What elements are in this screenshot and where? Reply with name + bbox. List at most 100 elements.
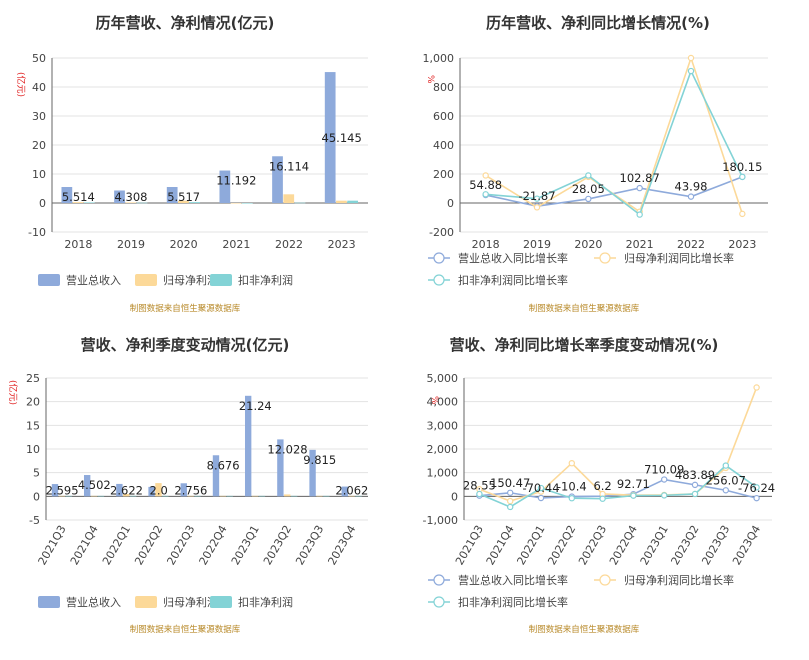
data-label: 54.88: [469, 178, 502, 192]
data-label: -10.4: [557, 480, 587, 494]
y-tick-label: 2,000: [427, 443, 459, 456]
y-tick-label: 10: [32, 168, 46, 181]
series-line: [485, 68, 744, 216]
series-point: [506, 503, 514, 511]
legend-marker: [599, 574, 611, 586]
bar: [309, 449, 316, 497]
bar: [162, 495, 169, 497]
chart-title: 营收、净利季度变动情况(亿元): [81, 336, 290, 354]
x-tick-label: 2022Q1: [515, 523, 548, 567]
series-point: [533, 204, 541, 211]
y-tick-label: 20: [26, 396, 40, 409]
legend: 营业总收入 归母净利润 扣非净利润: [38, 595, 293, 609]
source-note: 制图数据来自恒生聚源数据库: [130, 303, 241, 314]
legend-marker: [433, 596, 445, 608]
legend-swatch: [135, 596, 157, 608]
bar: [226, 495, 233, 497]
y-tick-label: 5: [33, 467, 40, 480]
series-point: [533, 195, 541, 202]
data-label: 5.517: [167, 190, 200, 204]
x-tick-label: 2022: [275, 238, 303, 251]
x-tick-label: 2023Q4: [325, 523, 358, 567]
unit-label: %: [429, 396, 439, 405]
series-line: [479, 387, 758, 502]
bar: [336, 200, 347, 203]
bar: [61, 187, 73, 203]
quarterly-values-chart: 营收、净利季度变动情况(亿元) (亿元) -5 0 5 10 15 20 25 2021Q3 2…: [0, 330, 404, 660]
data-label: 9.815: [303, 453, 336, 467]
legend-marker: [433, 274, 445, 286]
bar: [294, 202, 306, 204]
series-point: [537, 484, 545, 492]
source-note: 制图数据来自恒生聚源数据库: [529, 624, 640, 635]
series-point: [568, 495, 575, 502]
y-tick-label: 800: [433, 81, 454, 94]
series-point: [599, 495, 606, 502]
bar: [290, 495, 298, 497]
x-tick-label: 2020: [170, 238, 198, 251]
series-point: [661, 492, 668, 499]
data-label: 43.98: [675, 180, 708, 194]
bar: [148, 486, 155, 497]
bar: [284, 494, 291, 497]
plot-area: -10 0 10 20 30 40 50 2018 2019 2020 2021 2022 2023 5.…: [28, 52, 368, 251]
legend-swatch: [210, 274, 232, 286]
x-tick-label: 2021: [626, 238, 654, 251]
y-tick-label: 40: [32, 81, 46, 94]
x-tick-label: 2023Q2: [669, 523, 702, 567]
y-tick-label: 200: [433, 168, 454, 181]
data-label: 150.47: [490, 476, 530, 490]
series-point: [506, 489, 514, 496]
unit-label: (亿元): [15, 72, 27, 97]
legend-label: 归母净利润同比增长率: [624, 251, 734, 265]
series-point: [636, 211, 643, 218]
series-point: [739, 210, 746, 218]
legend-label: 扣非净利润: [238, 273, 293, 287]
x-tick-label: 2023: [728, 238, 756, 251]
bar: [283, 194, 295, 203]
y-tick-label: 5,000: [427, 372, 459, 385]
legend: 营业总收入 归母净利润 扣非净利润: [38, 273, 293, 287]
y-tick-label: 1,000: [427, 467, 459, 480]
x-tick-label: 2018: [472, 238, 500, 251]
chart-title: 营收、净利同比增长率季度变动情况(%): [450, 336, 719, 354]
y-tick-label: -5: [29, 514, 40, 527]
x-tick-label: 2019: [117, 238, 145, 251]
y-tick-label: 3,000: [427, 419, 459, 432]
legend-label: 归母净利润: [163, 595, 218, 609]
y-tick-label: 0: [447, 197, 454, 210]
legend-label: 扣非净利润: [238, 595, 293, 609]
bar: [51, 484, 59, 497]
x-tick-label: 2023Q1: [638, 523, 671, 567]
annual-growth-chart: 历年营收、净利同比增长情况(%) % -200 0 200 400 600 800 1,00…: [404, 0, 808, 330]
legend-swatch: [38, 274, 60, 286]
data-label: 710.09: [644, 463, 684, 477]
data-label: 2.0: [150, 483, 168, 497]
series-point: [722, 487, 729, 494]
series-point: [585, 195, 592, 203]
legend-marker: [433, 252, 445, 264]
quarterly-growth-svg: 营收、净利同比增长率季度变动情况(%) % -1,000 0 1,000 2,000 3…: [423, 336, 776, 635]
series-point: [537, 494, 545, 502]
x-tick-label: 2022Q3: [576, 523, 609, 567]
data-label: 28.05: [572, 182, 605, 196]
bar: [212, 455, 220, 497]
bar: [323, 495, 330, 497]
bar: [189, 202, 201, 203]
data-label: 6.2: [593, 479, 611, 493]
y-tick-label: 0: [451, 490, 458, 503]
annual-values-svg: 历年营收、净利情况(亿元) (亿元) -10 0 10 20 30 40 50 2018 201…: [15, 14, 368, 314]
series-point: [476, 490, 483, 498]
x-tick-label: 2023Q4: [730, 523, 763, 567]
y-tick-label: 400: [433, 139, 454, 152]
y-tick-label: 1,000: [423, 52, 455, 65]
source-note: 制图数据来自恒生聚源数据库: [130, 624, 241, 635]
bar: [180, 483, 187, 497]
y-tick-label: 600: [433, 110, 454, 123]
unit-label: (亿元): [7, 380, 19, 405]
y-tick-label: 50: [32, 52, 46, 65]
x-tick-label: 2020: [574, 238, 602, 251]
series-point: [691, 481, 699, 489]
